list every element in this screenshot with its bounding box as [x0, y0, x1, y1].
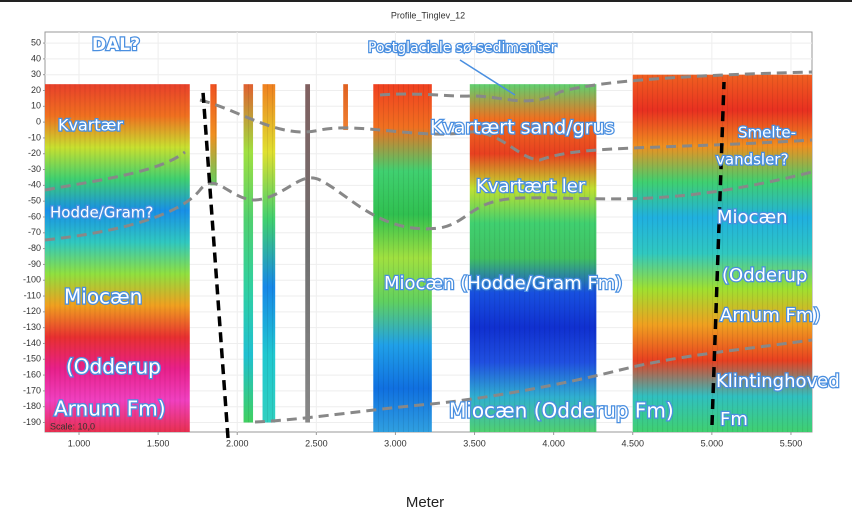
y-tick-label: -90 [28, 259, 41, 269]
annotation: Miocæn [717, 207, 788, 228]
x-tick-label: 5.500 [780, 438, 803, 448]
y-tick-label: -70 [28, 227, 41, 237]
scale-note: Scale: 10,0 [50, 421, 95, 431]
x-tick-label: 4.500 [621, 438, 644, 448]
y-tick-label: -20 [28, 148, 41, 158]
y-tick-label: -80 [28, 243, 41, 253]
chart-title: Profile_Tinglev_12 [391, 10, 465, 20]
annotation: Miocæn (Odderup Fm) [449, 399, 674, 423]
x-tick-label: 1.500 [147, 438, 170, 448]
x-tick-label: 5.000 [701, 438, 724, 448]
annotation: Klintinghoved [716, 371, 840, 392]
x-tick-label: 2.500 [305, 438, 328, 448]
y-tick-label: -130 [23, 322, 41, 332]
annotation: Postglaciale sø-sedimenter [368, 40, 557, 56]
resistivity-column [343, 84, 348, 130]
annotation: (Odderup [722, 265, 807, 286]
x-tick-label: 1.000 [68, 438, 91, 448]
y-tick-label: -170 [23, 385, 41, 395]
y-tick-label: -120 [23, 306, 41, 316]
annotation: Miocæn (Hodde/Gram Fm) [384, 273, 622, 294]
y-tick-label: -160 [23, 369, 41, 379]
x-tick-label: 2.000 [226, 438, 249, 448]
y-tick-label: -180 [23, 401, 41, 411]
y-tick-label: 0 [36, 116, 41, 126]
resistivity-column [305, 84, 310, 422]
y-tick-label: 50 [31, 37, 41, 47]
annotation: Miocæn [64, 285, 142, 309]
y-tick-label: -150 [23, 354, 41, 364]
y-tick-label: -140 [23, 338, 41, 348]
annotation: Kvartær [58, 116, 123, 135]
x-tick-label: 3.000 [384, 438, 407, 448]
annotation: Arnum Fm) [54, 397, 166, 421]
resistivity-column [45, 84, 190, 432]
chart: Profile_Tinglev_12 50 40 30 20 10 0 -10 -20 -30 -… [0, 0, 852, 514]
y-tick-label: -50 [28, 196, 41, 206]
annotation: (Odderup [66, 355, 161, 379]
annotation: Kvartært ler [476, 176, 586, 197]
y-tick-label: 20 [31, 85, 41, 95]
annotation: Fm [720, 409, 748, 430]
resistivity-column [263, 84, 276, 422]
y-tick-label: -110 [24, 290, 41, 300]
annotation: Kvartært sand/grus [430, 117, 614, 139]
x-axis-label: Meter [406, 494, 444, 511]
y-tick-label: -60 [28, 211, 41, 221]
y-tick-label: -190 [23, 417, 41, 427]
y-tick-label: -100 [23, 275, 41, 285]
x-tick-label: 3.500 [463, 438, 486, 448]
y-tick-label: -10 [28, 132, 41, 142]
annotation: vandsler? [716, 151, 788, 169]
resistivity-column [210, 84, 216, 185]
y-tick-label: -30 [28, 164, 41, 174]
annotation: Arnum Fm) [720, 305, 820, 326]
y-tick-label: 40 [31, 53, 41, 63]
annotation: Hodde/Gram? [50, 204, 153, 222]
x-tick-label: 4.000 [542, 438, 565, 448]
y-tick-label: -40 [28, 180, 41, 190]
annotation: Smelte- [738, 124, 796, 142]
y-tick-label: 30 [31, 69, 41, 79]
annotation: DAL? [92, 35, 140, 55]
y-tick-label: 10 [31, 101, 41, 111]
